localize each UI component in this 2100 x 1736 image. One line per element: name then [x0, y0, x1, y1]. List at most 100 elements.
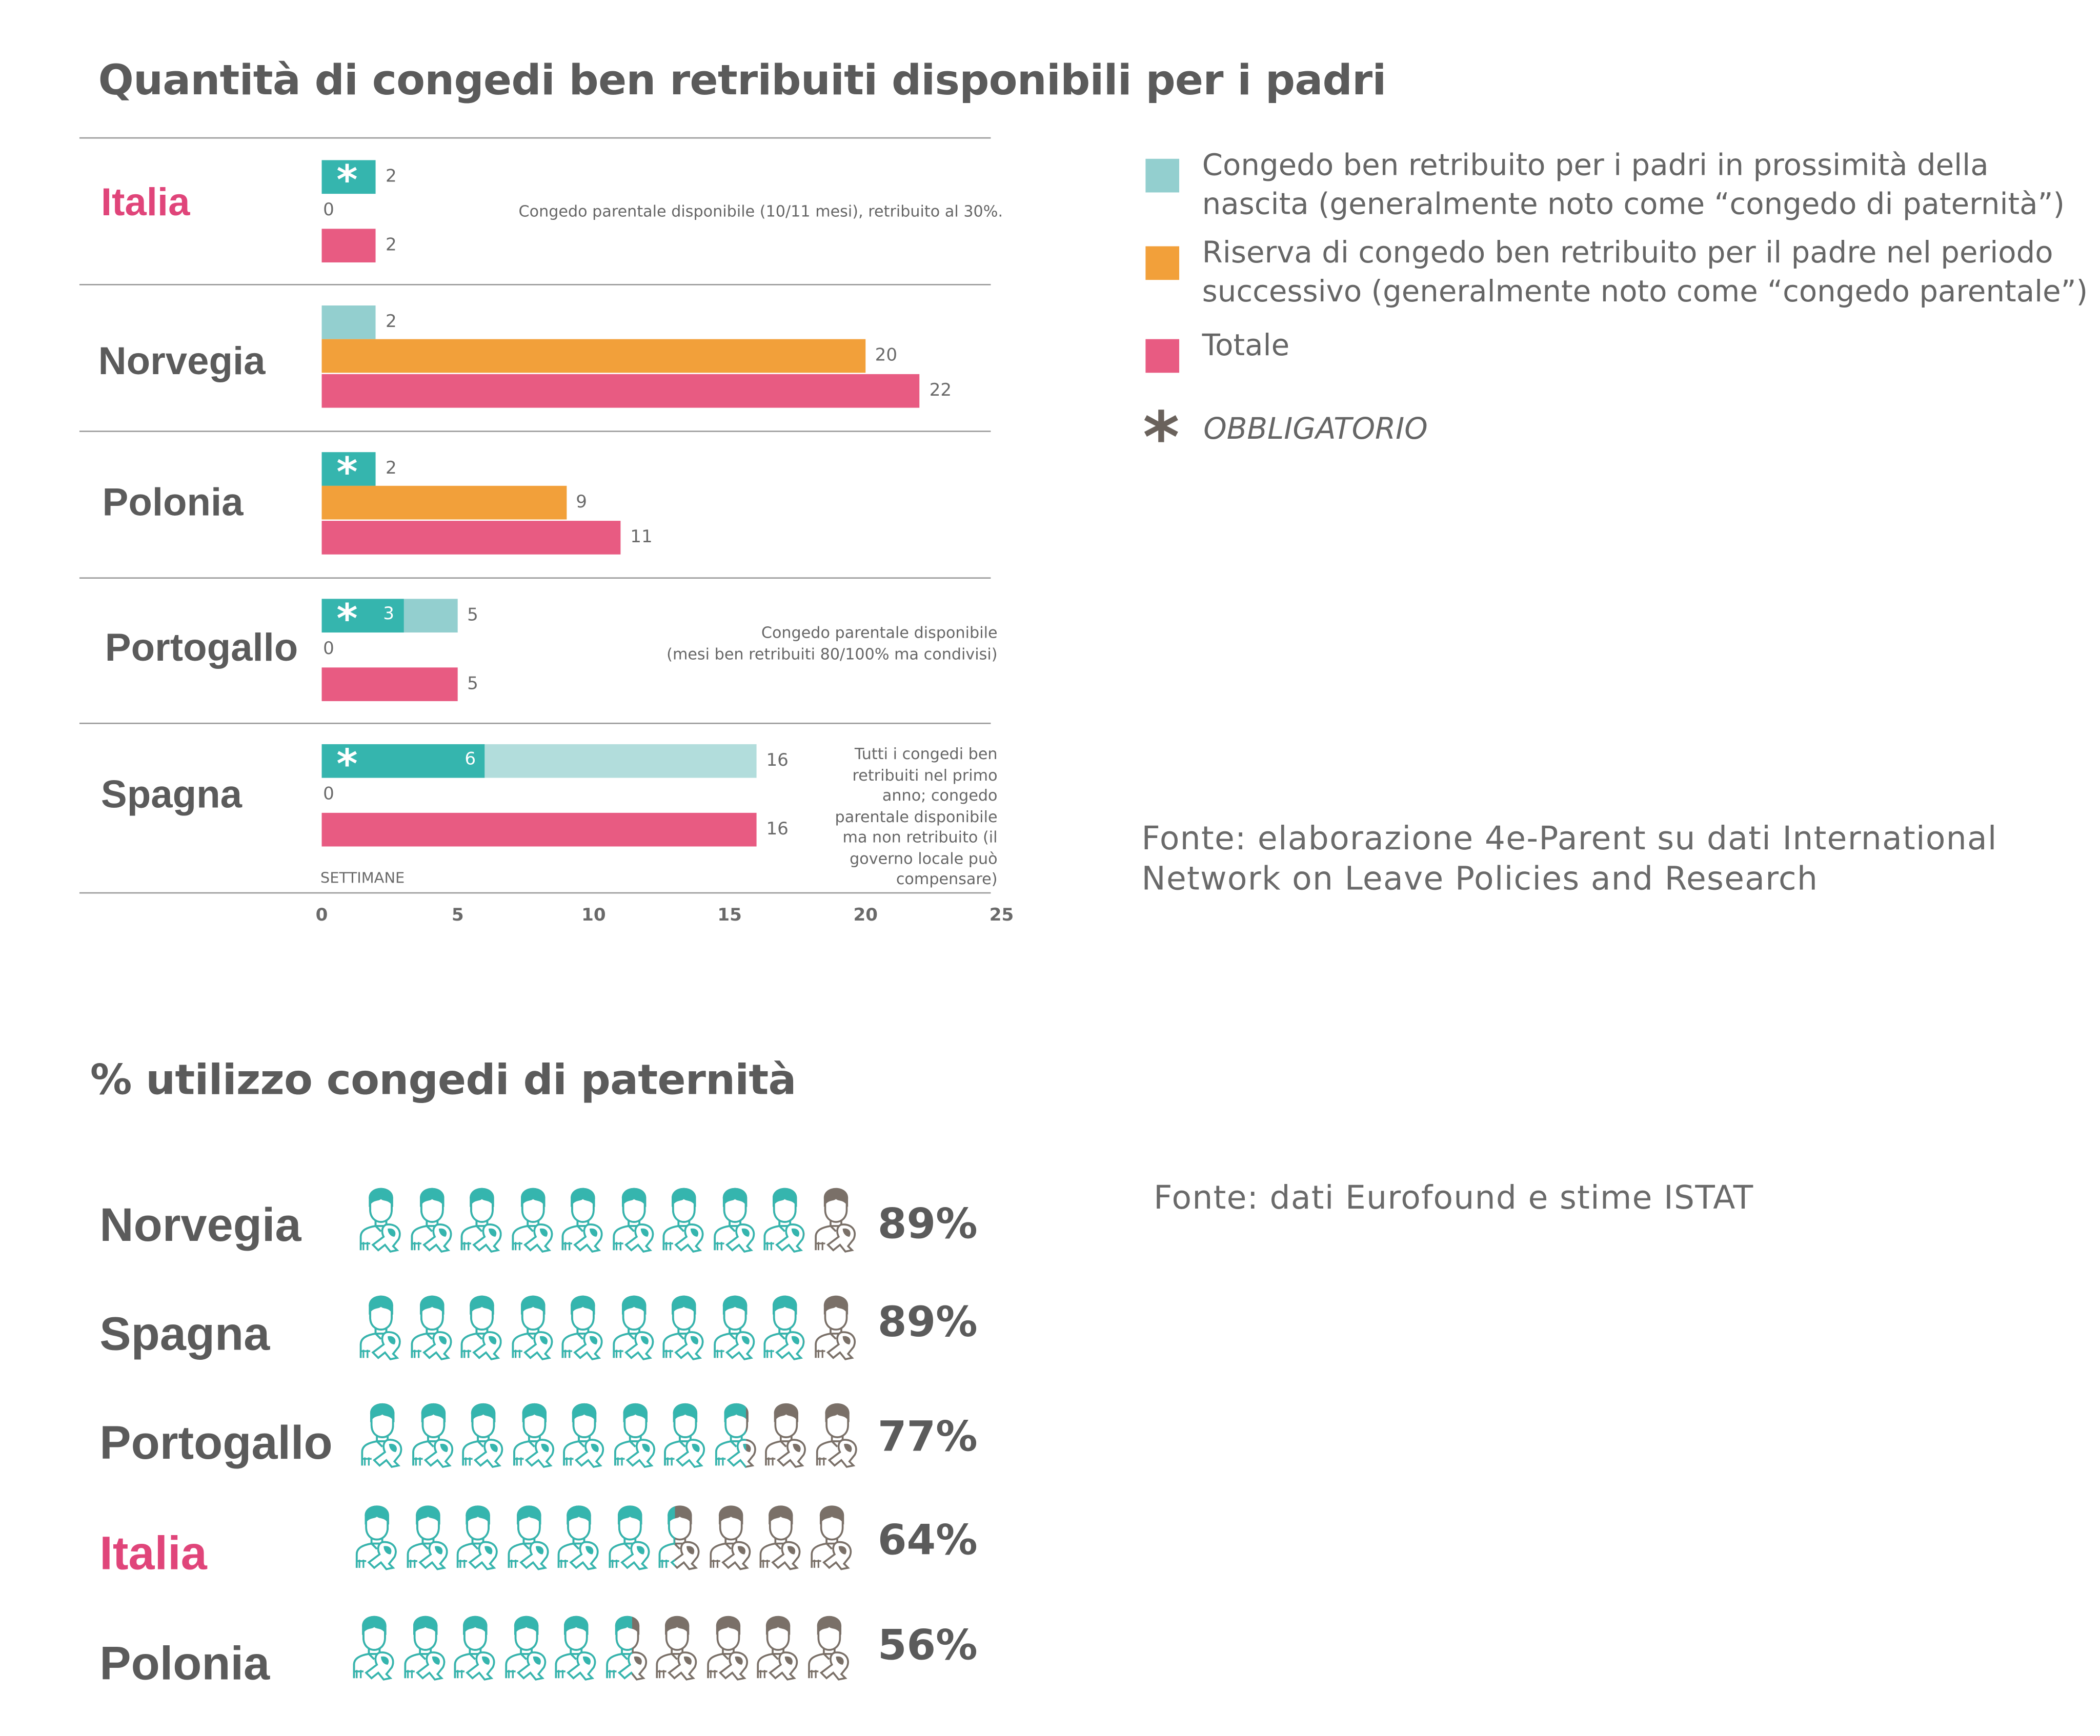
category-label: Polonia — [99, 1638, 270, 1690]
value-label-parental: 0 — [323, 784, 334, 805]
legend-swatch — [1145, 339, 1180, 373]
father-with-baby-icon — [810, 1505, 851, 1570]
father-with-baby-icon — [613, 1403, 655, 1468]
x-tick-label: 10 — [581, 906, 606, 926]
percent-label: 89% — [877, 1200, 978, 1249]
father-with-baby-icon — [460, 1295, 502, 1360]
value-label-parental: 0 — [323, 200, 334, 221]
value-label-mandatory: 3 — [383, 604, 394, 625]
bar-total — [321, 229, 376, 262]
bar-mandatory — [321, 160, 376, 194]
father-with-baby-icon — [713, 1188, 754, 1253]
group-divider — [79, 137, 991, 139]
annotation: Congedo parentale disponibile (10/11 mes… — [519, 202, 1003, 223]
father-with-baby-icon — [563, 1403, 604, 1468]
father-with-baby-icon — [763, 1295, 805, 1360]
father-with-baby-icon — [605, 1616, 647, 1681]
value-label-total: 22 — [929, 381, 952, 401]
category-label: Portogallo — [99, 1417, 333, 1470]
percent-label: 77% — [877, 1413, 978, 1462]
father-with-baby-icon — [411, 1403, 453, 1468]
annotation: Congedo parentale disponibile (mesi ben r… — [667, 623, 997, 665]
father-with-baby-icon — [612, 1188, 653, 1253]
value-label-total: 5 — [467, 674, 478, 695]
category-label: Norvegia — [99, 1199, 301, 1252]
father-with-baby-icon — [765, 1403, 806, 1468]
father-with-baby-icon — [561, 1188, 603, 1253]
father-with-baby-icon — [456, 1505, 498, 1570]
category-label: Polonia — [102, 481, 244, 525]
father-with-baby-icon — [359, 1188, 401, 1253]
legend-label: Totale — [1202, 330, 1290, 363]
father-with-baby-icon — [410, 1295, 452, 1360]
value-label-paternity: 2 — [385, 459, 397, 479]
category-label: Norvegia — [98, 340, 266, 384]
bar-mandatory — [321, 452, 376, 486]
father-with-baby-icon — [815, 1403, 857, 1468]
x-tick-label: 15 — [717, 906, 742, 926]
annotation-line: parentale disponibile — [835, 807, 998, 826]
father-with-baby-icon — [664, 1403, 705, 1468]
source-line: Fonte: elaborazione 4e-Parent su dati In… — [1141, 819, 1997, 857]
father-with-baby-icon — [361, 1403, 402, 1468]
father-with-baby-icon — [406, 1505, 448, 1570]
group-divider — [79, 284, 991, 285]
mandatory-asterisk-icon: * — [336, 741, 358, 789]
category-label: Italia — [99, 1527, 207, 1580]
father-with-baby-icon — [658, 1505, 700, 1570]
percent-label: 56% — [877, 1621, 978, 1670]
father-with-baby-icon — [763, 1188, 805, 1253]
category-label: Italia — [100, 181, 190, 225]
bar-mandatory — [321, 744, 485, 778]
bar-total — [321, 521, 621, 555]
percent-label: 64% — [877, 1517, 978, 1565]
bar-chart-title: Quantità di congedi ben retribuiti dispo… — [98, 56, 1387, 105]
father-with-baby-icon — [410, 1188, 452, 1253]
source-line: Network on Leave Policies and Research — [1141, 860, 1819, 898]
annotation-line: anno; congedo — [882, 786, 998, 805]
father-with-baby-icon — [462, 1403, 503, 1468]
father-with-baby-icon — [557, 1505, 599, 1570]
legend-mandatory-label: OBBLIGATORIO — [1203, 413, 1428, 447]
x-axis-label: SETTIMANE — [320, 869, 405, 887]
bar-paternity — [321, 305, 376, 339]
group-divider — [79, 722, 991, 724]
annotation-line: governo locale può — [850, 848, 998, 868]
annotation-line: Tutti i congedi ben — [854, 744, 998, 763]
father-with-baby-icon — [757, 1616, 798, 1681]
father-with-baby-icon — [814, 1188, 855, 1253]
father-with-baby-icon — [403, 1616, 445, 1681]
percent-label: 89% — [877, 1298, 978, 1347]
father-with-baby-icon — [709, 1505, 750, 1570]
mandatory-asterisk-icon: * — [336, 596, 358, 644]
group-divider — [79, 431, 991, 432]
pictograph-title: % utilizzo congedi di paternità — [90, 1056, 797, 1105]
father-with-baby-icon — [454, 1616, 495, 1681]
x-tick-label: 20 — [853, 906, 878, 926]
category-label: Spagna — [99, 1308, 270, 1361]
father-with-baby-icon — [706, 1616, 748, 1681]
father-with-baby-icon — [504, 1616, 546, 1681]
annotation: Tutti i congedi ben retribuiti nel primo a… — [835, 744, 998, 890]
mandatory-asterisk-icon: * — [336, 449, 358, 497]
mandatory-asterisk-icon: * — [336, 157, 358, 205]
bar-mandatory — [321, 599, 403, 633]
value-label-paternity: 2 — [385, 312, 397, 333]
father-with-baby-icon — [759, 1505, 801, 1570]
bar-parental — [321, 485, 567, 520]
legend-swatch — [1145, 246, 1180, 280]
father-with-baby-icon — [714, 1403, 756, 1468]
father-with-baby-icon — [807, 1616, 849, 1681]
father-with-baby-icon — [608, 1505, 650, 1570]
annotation-line: (mesi ben retribuiti 80/100% ma condivis… — [667, 644, 998, 663]
bar-total — [321, 667, 458, 701]
bar-parental — [321, 339, 866, 373]
value-label-total: 11 — [630, 527, 653, 548]
annotation-line: ma non retribuito (il — [842, 827, 998, 847]
value-label-parental: 9 — [576, 492, 587, 513]
father-with-baby-icon — [507, 1505, 549, 1570]
father-with-baby-icon — [353, 1616, 394, 1681]
legend-swatch — [1145, 158, 1180, 193]
father-with-baby-icon — [814, 1295, 855, 1360]
